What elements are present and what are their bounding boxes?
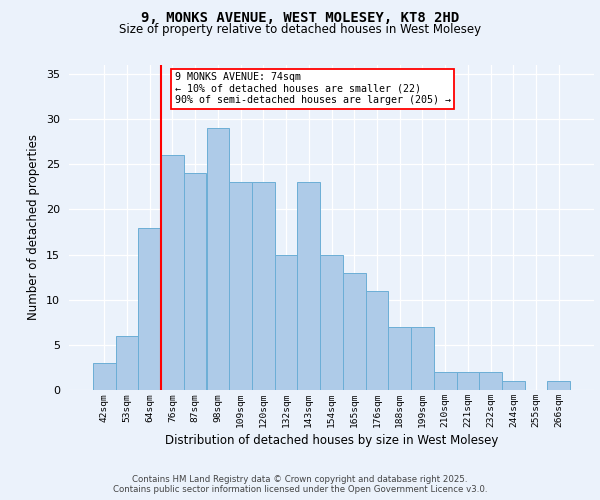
Bar bbox=[502, 381, 524, 390]
Text: Contains HM Land Registry data © Crown copyright and database right 2025.
Contai: Contains HM Land Registry data © Crown c… bbox=[113, 474, 487, 494]
Bar bbox=[252, 182, 275, 390]
Bar bbox=[388, 327, 411, 390]
Bar bbox=[184, 174, 206, 390]
Bar bbox=[275, 254, 298, 390]
Bar bbox=[93, 363, 116, 390]
Bar bbox=[411, 327, 434, 390]
Bar bbox=[229, 182, 252, 390]
Bar bbox=[206, 128, 229, 390]
Bar bbox=[116, 336, 139, 390]
Bar bbox=[479, 372, 502, 390]
Bar bbox=[161, 156, 184, 390]
Y-axis label: Number of detached properties: Number of detached properties bbox=[27, 134, 40, 320]
Text: 9 MONKS AVENUE: 74sqm
← 10% of detached houses are smaller (22)
90% of semi-deta: 9 MONKS AVENUE: 74sqm ← 10% of detached … bbox=[175, 72, 451, 106]
Bar bbox=[298, 182, 320, 390]
Bar bbox=[139, 228, 161, 390]
Text: 9, MONKS AVENUE, WEST MOLESEY, KT8 2HD: 9, MONKS AVENUE, WEST MOLESEY, KT8 2HD bbox=[141, 11, 459, 25]
Bar bbox=[365, 290, 388, 390]
Bar bbox=[320, 254, 343, 390]
Bar bbox=[457, 372, 479, 390]
Text: Size of property relative to detached houses in West Molesey: Size of property relative to detached ho… bbox=[119, 22, 481, 36]
Bar bbox=[547, 381, 570, 390]
X-axis label: Distribution of detached houses by size in West Molesey: Distribution of detached houses by size … bbox=[165, 434, 498, 447]
Bar bbox=[343, 272, 365, 390]
Bar bbox=[434, 372, 457, 390]
